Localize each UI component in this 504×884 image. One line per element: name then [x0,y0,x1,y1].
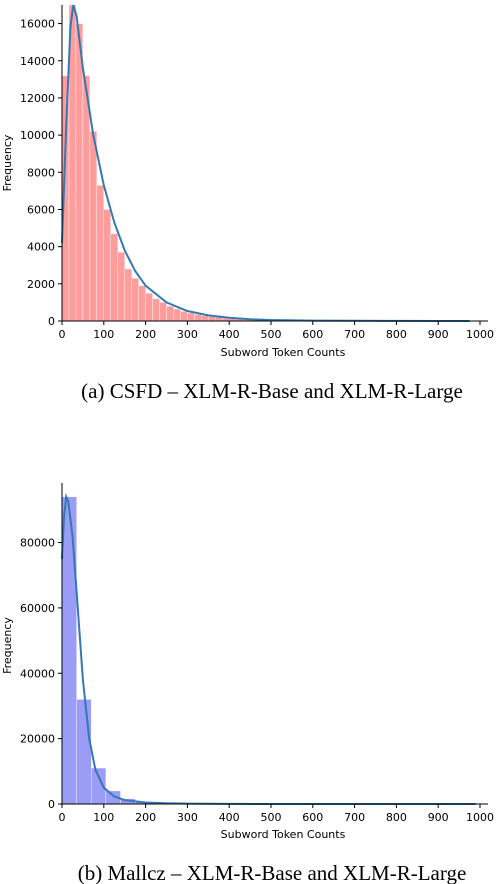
x-tick-label: 0 [59,811,66,824]
histogram-bar [180,311,188,322]
y-tick-label: 4000 [27,241,55,254]
y-axis-title: Frequency [1,617,14,674]
histogram-bar [145,292,153,322]
x-tick-label: 1000 [466,811,494,824]
kde-curve [61,492,476,805]
histogram-bars [61,4,313,322]
x-axis-title: Subword Token Counts [221,346,346,359]
x-tick-label: 700 [344,328,365,341]
x-tick-label: 900 [428,328,449,341]
histogram-bars [61,496,224,805]
x-tick-label: 500 [261,811,282,824]
x-tick-label: 100 [93,328,114,341]
histogram-bar [194,314,202,322]
histogram-bar [103,209,111,322]
x-ticks: 0 100 200 300 400 500 600 700 800 900 1000 [59,321,494,341]
histogram-bar [159,302,167,322]
x-tick-label: 1000 [466,328,494,341]
y-tick-label: 16000 [20,18,55,31]
y-tick-label: 14000 [20,55,55,68]
x-axis-title: Subword Token Counts [221,828,346,841]
y-tick-label: 6000 [27,203,55,216]
histogram-bar [201,315,209,322]
histogram-bar [89,131,98,322]
histogram-bar [173,308,181,322]
y-ticks: 0 2000 4000 6000 8000 10000 12000 14000 16000 [20,18,62,328]
histogram-bar [208,316,216,322]
chart-panel-csfd: 0 100 200 300 400 500 600 700 800 900 1000 0 2000 40… [1,4,494,403]
histogram-bar [110,233,118,322]
y-tick-label: 80000 [20,537,55,550]
y-ticks: 0 20000 40000 60000 80000 [20,537,62,811]
chart-panel-mallcz: 0 100 200 300 400 500 600 700 800 900 1000 0 20000 4… [1,483,494,884]
x-tick-label: 200 [135,328,156,341]
histogram-bar [138,285,146,322]
x-tick-label: 700 [344,811,365,824]
histogram-bar [76,699,92,805]
histogram-bar [75,23,84,322]
x-tick-label: 800 [386,811,407,824]
x-ticks: 0 100 200 300 400 500 600 700 800 900 1000 [59,804,494,824]
x-tick-label: 400 [219,811,240,824]
y-tick-label: 12000 [20,92,55,105]
y-tick-label: 2000 [27,278,55,291]
figure-caption-b: (b) Mallcz – XLM-R-Base and XLM-R-Large [78,861,467,884]
y-tick-label: 60000 [20,602,55,615]
x-tick-label: 600 [302,328,323,341]
histogram-bar [124,268,132,322]
y-axis-title: Frequency [1,134,14,191]
histogram-bar [96,185,104,322]
histogram-bar [166,305,174,322]
x-tick-label: 200 [135,811,156,824]
x-tick-label: 800 [386,328,407,341]
x-tick-label: 0 [59,328,66,341]
histogram-bar [117,252,125,322]
x-tick-label: 500 [261,328,282,341]
x-tick-label: 900 [428,811,449,824]
x-tick-label: 300 [177,328,198,341]
x-tick-label: 100 [93,811,114,824]
histogram-bar [152,298,160,322]
y-tick-label: 20000 [20,733,55,746]
y-tick-label: 0 [48,315,55,328]
x-tick-label: 600 [302,811,323,824]
figure-caption-a: (a) CSFD – XLM-R-Base and XLM-R-Large [81,379,463,403]
y-tick-label: 0 [48,798,55,811]
x-tick-label: 400 [219,328,240,341]
x-tick-label: 300 [177,811,198,824]
y-tick-label: 40000 [20,667,55,680]
histogram-bar [131,278,139,322]
histogram-bar [61,496,77,805]
y-tick-label: 8000 [27,166,55,179]
histogram-bar [187,312,195,322]
y-tick-label: 10000 [20,129,55,142]
